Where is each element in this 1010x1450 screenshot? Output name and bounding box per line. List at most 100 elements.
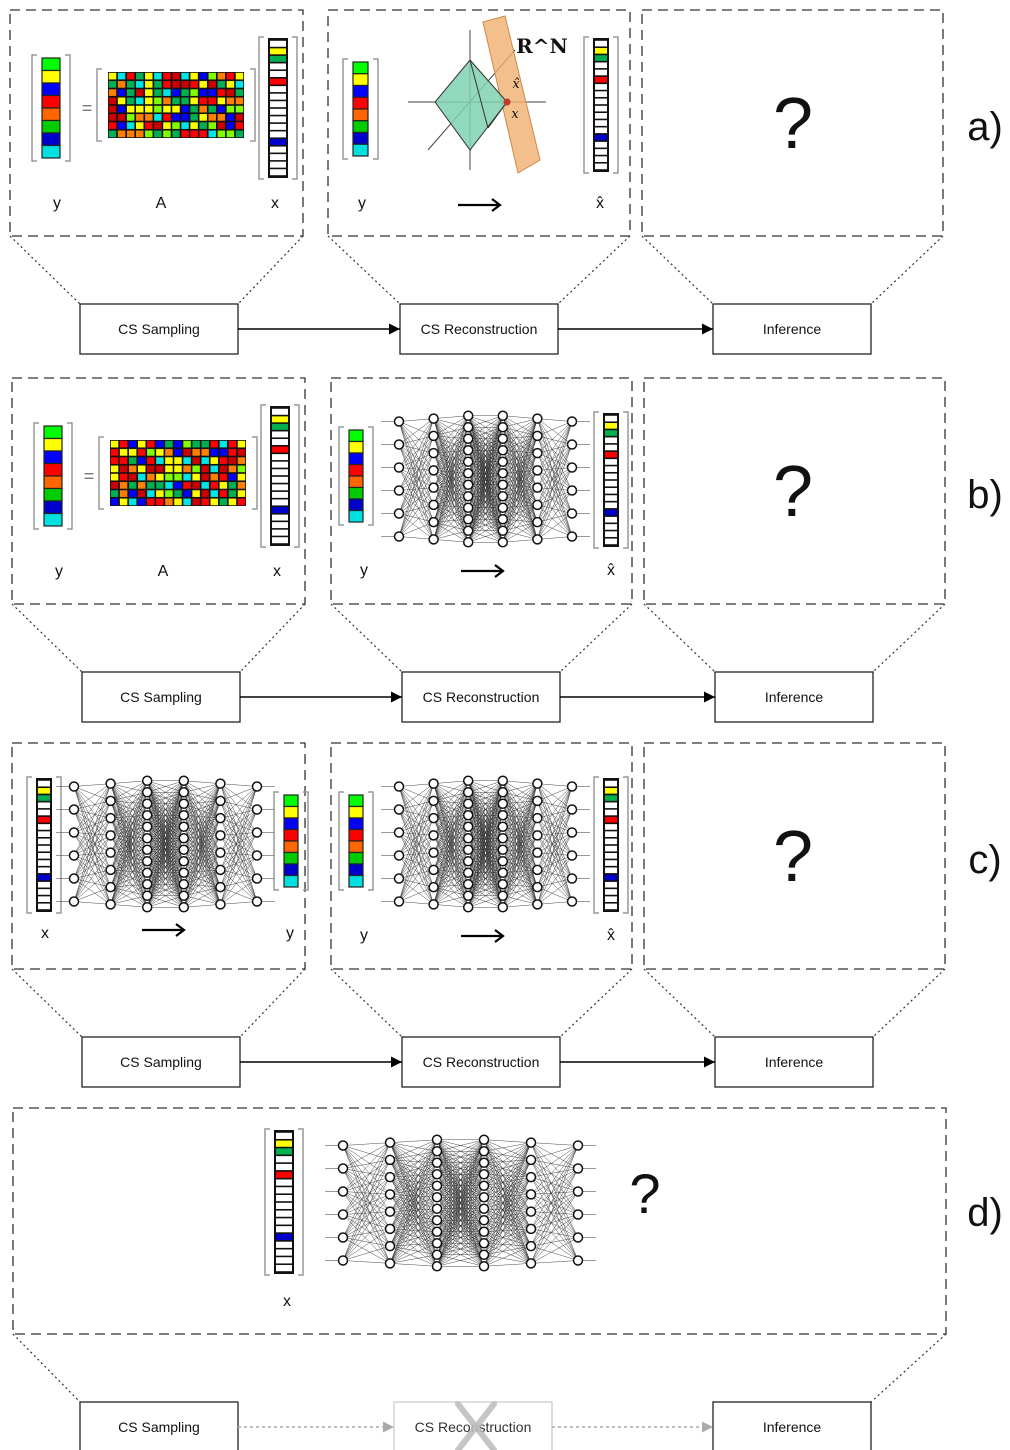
matrix-cell [210,457,218,464]
matrix-cell [110,482,119,489]
nn-node [566,873,578,884]
matrix-cell [201,473,209,481]
nn-edge [73,783,111,810]
matrix-cell [199,122,207,129]
nn-node [105,881,116,893]
connector-dotted [872,603,946,673]
matrix-cell [163,89,171,96]
matrix-cell [183,490,191,497]
matrix-cell [208,89,216,96]
nn-edge [73,886,111,902]
nn-edge [502,800,538,839]
nn-node [105,812,116,824]
nn-edge [433,450,469,523]
nn-node [532,430,543,442]
nn-edge [537,421,573,523]
cs-reconstruction-block: CS Reconstruction [401,671,561,723]
decoder-network [381,410,590,548]
vector-cell [41,107,61,122]
nn-edge [389,1139,438,1195]
nn-edge [433,461,469,540]
matrix-cell [138,482,146,489]
matrix-cell [156,482,164,489]
nn-node [384,1137,396,1148]
nn-edge [468,415,503,462]
nn-edge [342,1211,391,1261]
matrix-cell [126,114,135,121]
cs-reconstruction-block-label: CS Reconstruction [423,689,540,705]
nn-edge [183,783,221,827]
nn-node [525,1171,537,1183]
nn-node [384,1171,396,1183]
nn-node [251,873,263,884]
nn-edge [398,418,434,491]
vector-cell [595,149,607,155]
nn-edge [502,435,538,531]
nn-edge [537,786,573,836]
nn-edge [537,467,573,488]
nn-edge [502,800,538,850]
nn-node [105,899,116,910]
nn-edge [110,815,148,888]
vector-cell [272,446,288,453]
matrix-cell [174,498,182,506]
nn-node [462,514,474,525]
nn-edge [530,1145,579,1178]
matrix-cell [192,498,200,506]
matrix-cell [119,449,128,456]
nn-edge [483,1159,532,1232]
matrix-cell [154,97,162,105]
nn-edge [220,786,258,888]
matrix-cell [228,440,237,448]
nn-edge [537,832,573,836]
nn-edge [468,884,503,908]
nn-edge [73,878,111,905]
nn-edge [483,1263,532,1267]
matrix-cell [226,105,235,113]
nn-edge [433,803,469,870]
nn-edge [468,861,503,908]
bracket-right [67,422,73,530]
vector-cell [605,423,617,429]
nn-edge [110,803,148,819]
nn-node [393,850,405,861]
nn-edge [73,809,111,836]
matrix-cell [181,122,189,129]
nn-edge [537,800,573,833]
nn-node [105,778,116,789]
matrix-cell [190,81,198,88]
nn-edge [183,800,221,862]
nn-edge [433,438,469,488]
nn-edge [220,783,258,787]
nn-edge [110,780,148,853]
nn-edge [398,783,434,902]
vector-cell [38,780,50,787]
nn-edge [537,490,573,540]
nn-edge [220,832,258,888]
vector-cell [595,91,607,97]
nn-node [105,864,116,876]
nn-edge [537,809,573,836]
nn-node [532,864,543,876]
matrix-cell [199,89,207,96]
nn-edge [467,780,504,873]
matrix-cell [217,114,226,121]
matrix-cell [163,122,171,129]
matrix-cell [183,440,191,448]
nn-edge [502,435,538,497]
nn-edge [389,1162,438,1230]
arrow-head [494,929,505,943]
vector-cell [595,69,607,76]
vector-cell [595,105,607,112]
nn-edge [433,803,469,853]
nn-node [428,430,439,442]
nn-edge [398,467,434,471]
nn-node [462,775,474,786]
nn-edge [467,461,504,543]
nn-edge [436,1139,485,1255]
nn-edge [110,792,148,836]
vector-cell [276,1132,292,1139]
nn-edge [220,786,258,819]
bracket-right [65,54,71,162]
nn-edge [433,861,469,888]
